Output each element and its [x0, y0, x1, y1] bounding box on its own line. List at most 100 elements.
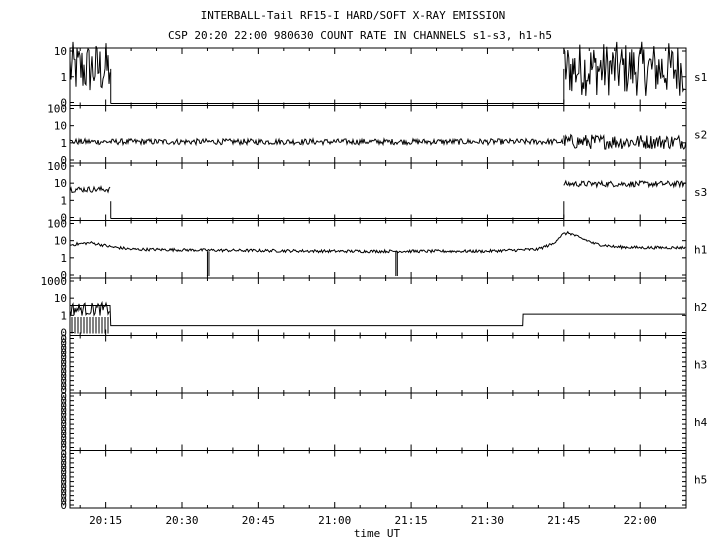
y-tick-label: 0	[60, 452, 67, 465]
y-tick-label: 0	[60, 351, 67, 364]
y-tick-label: 100	[47, 103, 67, 116]
y-tick-label: 0	[60, 413, 67, 426]
y-tick-label: 0	[60, 471, 67, 484]
y-tick-label: 0	[60, 490, 67, 503]
series-segment	[69, 41, 111, 91]
panel-label: s3	[694, 186, 707, 199]
x-tick-label: 20:45	[242, 514, 275, 527]
y-tick-label: 10	[54, 45, 67, 58]
series-segment	[69, 184, 111, 194]
y-tick-label: 1	[60, 137, 67, 150]
y-tick-label: 0	[60, 462, 67, 475]
y-tick-label: 0	[60, 337, 67, 350]
panel-frame	[69, 162, 687, 221]
y-tick-label: 0	[60, 427, 67, 440]
y-tick-label: 0	[60, 499, 67, 512]
x-axis: 20:15 20:30 20:45 21:00 21:15 21:30 21:45 22:00	[89, 514, 657, 527]
y-tick-label: 0	[60, 494, 67, 507]
y-tick-label: 0	[60, 399, 67, 412]
x-tick-label: 20:15	[89, 514, 122, 527]
y-tick-label: 0	[60, 347, 67, 360]
y-tick-label: 0	[60, 476, 67, 489]
y-tick-label: 0	[60, 375, 67, 388]
y-tick-label: 10	[54, 177, 67, 190]
y-tick-label: 0	[60, 154, 67, 167]
chart-subtitle: CSP 20:20 22:00 980630 COUNT RATE IN CHA…	[168, 29, 552, 42]
panel-label: h5	[694, 473, 707, 486]
y-tick-label: 0	[60, 432, 67, 445]
x-tick-label: 22:00	[624, 514, 657, 527]
y-tick-label: 0	[60, 356, 67, 369]
series-segment	[69, 137, 564, 147]
y-tick-label: 0	[60, 448, 67, 461]
y-tick-label: 0	[60, 365, 67, 378]
y-tick-label: 10	[54, 235, 67, 248]
x-tick-label: 21:00	[318, 514, 351, 527]
y-tick-label: 0	[60, 379, 67, 392]
panel-frame	[69, 392, 687, 451]
y-tick-label: 1	[60, 194, 67, 207]
panel-frame	[69, 105, 687, 164]
y-tick-label: 0	[60, 485, 67, 498]
y-tick-label: 0	[60, 437, 67, 450]
panel-frame	[69, 277, 687, 336]
series-segment	[563, 41, 686, 96]
y-tick-label: 0	[60, 370, 67, 383]
series-line	[69, 304, 686, 327]
y-tick-label: 0	[60, 404, 67, 417]
y-tick-label: 0	[60, 409, 67, 422]
y-tick-label: 0	[60, 212, 67, 225]
y-tick-label: 0	[60, 457, 67, 470]
y-tick-label: 0	[60, 97, 67, 110]
y-tick-label: 0	[60, 269, 67, 282]
y-tick-label: 0	[60, 342, 67, 355]
series-segment	[563, 133, 687, 150]
panel-label: s1	[694, 71, 707, 84]
y-tick-label: 0	[60, 333, 67, 346]
series-segment	[563, 179, 686, 189]
panels-group: 1010s11001010s21001010s31001010h11000101…	[41, 41, 708, 513]
y-tick-label: 0	[60, 423, 67, 436]
x-tick-label: 21:45	[547, 514, 580, 527]
panel-label: h3	[694, 358, 707, 371]
y-tick-label: 0	[60, 327, 67, 340]
y-tick-label: 1	[60, 252, 67, 265]
x-tick-label: 21:15	[395, 514, 428, 527]
panel-label: h4	[694, 416, 708, 429]
panel-label: h2	[694, 301, 707, 314]
chart-title: INTERBALL-Tail RF15-I HARD/SOFT X-RAY EM…	[201, 9, 506, 22]
series-line	[69, 230, 686, 254]
y-tick-label: 100	[47, 160, 67, 173]
y-tick-label: 1000	[41, 275, 68, 288]
y-tick-label: 0	[60, 384, 67, 397]
y-tick-label: 0	[60, 418, 67, 431]
panel-frame	[69, 335, 687, 394]
y-tick-label: 1	[60, 71, 67, 84]
y-tick-label: 0	[60, 361, 67, 374]
x-axis-label: time UT	[354, 527, 401, 540]
y-tick-label: 0	[60, 442, 67, 455]
x-tick-label: 21:30	[471, 514, 504, 527]
y-tick-label: 0	[60, 395, 67, 408]
y-tick-label: 1	[60, 309, 67, 322]
y-tick-label: 0	[60, 390, 67, 403]
y-tick-label: 0	[60, 480, 67, 493]
panel-label: h1	[694, 243, 707, 256]
y-tick-label: 100	[47, 218, 67, 231]
y-tick-label: 0	[60, 466, 67, 479]
panel-label: s2	[694, 128, 707, 141]
panel-frame	[69, 450, 687, 509]
x-tick-label: 20:30	[165, 514, 198, 527]
y-tick-label: 10	[54, 120, 67, 133]
y-tick-label: 10	[54, 292, 67, 305]
burst-noise	[69, 300, 110, 317]
